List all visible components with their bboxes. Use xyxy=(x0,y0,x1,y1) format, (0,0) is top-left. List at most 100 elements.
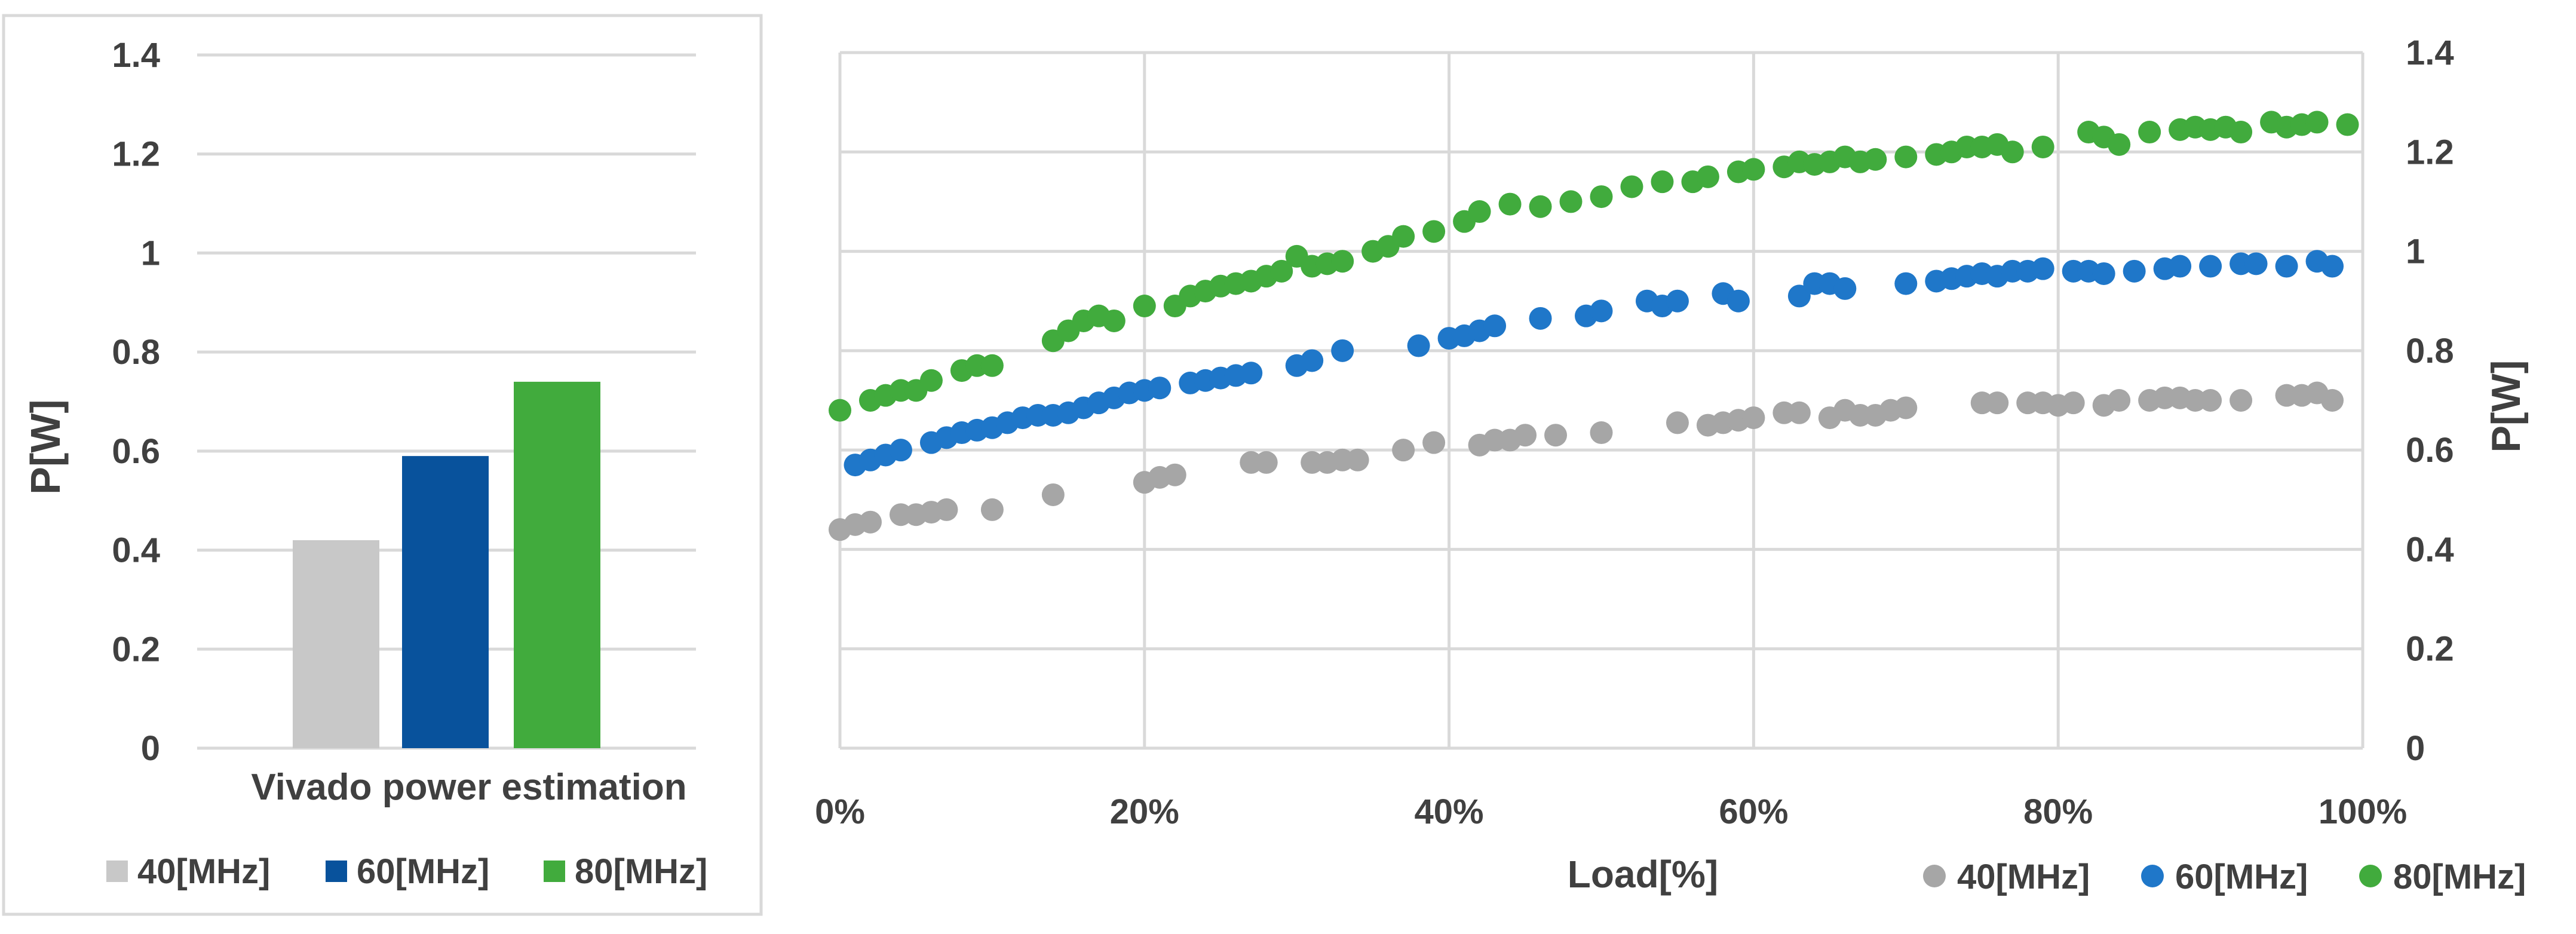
bar-chart-y-tick-label: 1.4 xyxy=(112,36,160,75)
scatter-point-60[MHz] xyxy=(2244,252,2268,275)
scatter-point-80[MHz] xyxy=(2031,135,2054,158)
scatter-point-40[MHz] xyxy=(1590,421,1613,445)
scatter-point-80[MHz] xyxy=(2001,140,2024,164)
scatter-point-60[MHz] xyxy=(1240,362,1263,385)
scatter-point-60[MHz] xyxy=(1148,376,1172,400)
scatter-point-60[MHz] xyxy=(1726,289,1750,313)
scatter-point-60[MHz] xyxy=(2321,255,2344,278)
scatter-point-60[MHz] xyxy=(1483,314,1507,338)
scatter-chart-points xyxy=(829,111,2359,541)
scatter-point-60[MHz] xyxy=(1833,277,1857,300)
bar-chart: 0 0.2 0.4 0.6 0.8 1 1.2 1.4 P[W] Vivado power e… xyxy=(2,14,763,916)
scatter-point-40[MHz] xyxy=(2321,389,2344,412)
scatter-point-40[MHz] xyxy=(980,498,1004,521)
bar-chart-legend: 40[MHz] 60[MHz] 80[MHz] xyxy=(106,852,707,891)
scatter-point-40[MHz] xyxy=(1041,483,1065,506)
scatter-chart-y-tick-labels: 0 0.2 0.4 0.6 0.8 1 1.2 1.4 xyxy=(2406,33,2454,768)
scatter-point-60[MHz] xyxy=(2169,255,2192,278)
scatter-chart-x-axis-title: Load[%] xyxy=(1568,853,1718,896)
scatter-point-40[MHz] xyxy=(1255,451,1278,474)
scatter-point-40[MHz] xyxy=(2199,389,2222,412)
scatter-chart-y-tick-label: 0.2 xyxy=(2406,630,2454,669)
scatter-chart-x-tick-label: 40% xyxy=(1415,792,1484,831)
scatter-point-80[MHz] xyxy=(980,354,1004,377)
scatter-point-40[MHz] xyxy=(858,510,882,534)
scatter-point-40[MHz] xyxy=(1346,448,1369,471)
scatter-point-40[MHz] xyxy=(2230,389,2253,412)
scatter-point-80[MHz] xyxy=(2336,113,2359,136)
scatter-point-60[MHz] xyxy=(2092,262,2115,285)
scatter-chart-gridlines xyxy=(838,51,2365,750)
scatter-point-60[MHz] xyxy=(2123,259,2146,283)
bar-chart-y-tick-label: 1 xyxy=(141,234,160,272)
scatter-point-80[MHz] xyxy=(1102,309,1126,332)
scatter-point-40[MHz] xyxy=(1894,396,1918,419)
scatter-point-80[MHz] xyxy=(2138,121,2161,144)
scatter-legend-label: 60[MHz] xyxy=(2175,858,2308,896)
scatter-chart-x-tick-label: 60% xyxy=(1719,792,1788,831)
bar-chart-y-tick-label: 1.2 xyxy=(112,135,160,174)
scatter-point-80[MHz] xyxy=(1651,170,1674,194)
bar-legend-swatch xyxy=(544,860,565,882)
bar-legend-label: 80[MHz] xyxy=(575,852,707,891)
scatter-point-40[MHz] xyxy=(935,498,958,521)
bar-chart-y-tick-label: 0.2 xyxy=(112,630,160,669)
scatter-point-80[MHz] xyxy=(829,399,851,422)
scatter-point-40[MHz] xyxy=(1544,424,1568,447)
bar-chart-y-tick-labels: 0 0.2 0.4 0.6 0.8 1 1.2 1.4 xyxy=(112,36,160,768)
scatter-chart-y-tick-label: 1.2 xyxy=(2406,133,2454,172)
scatter-chart-y-axis-title: P[W] xyxy=(2483,360,2529,453)
scatter-point-80[MHz] xyxy=(919,369,943,392)
scatter-chart-x-tick-label: 100% xyxy=(2319,792,2407,831)
scatter-chart-y-tick-label: 0.8 xyxy=(2406,332,2454,370)
scatter-chart-y-tick-label: 0 xyxy=(2406,729,2425,768)
scatter-point-40[MHz] xyxy=(2062,391,2085,415)
bar-chart-bars xyxy=(293,381,600,748)
bar-legend-label: 60[MHz] xyxy=(357,852,489,891)
scatter-point-60[MHz] xyxy=(1301,349,1324,372)
scatter-point-80[MHz] xyxy=(1696,165,1719,188)
scatter-chart-x-tick-label: 20% xyxy=(1110,792,1179,831)
bar-chart-category-label: Vivado power estimation xyxy=(251,767,686,808)
bar-chart-y-tick-label: 0.8 xyxy=(112,333,160,372)
scatter-point-80[MHz] xyxy=(2230,121,2253,144)
scatter-chart-x-tick-label: 80% xyxy=(2023,792,2093,831)
scatter-point-60[MHz] xyxy=(1590,299,1613,323)
scatter-point-60[MHz] xyxy=(1894,272,1918,295)
scatter-point-60[MHz] xyxy=(1787,284,1811,308)
scatter-point-80[MHz] xyxy=(1620,175,1643,198)
scatter-point-80[MHz] xyxy=(1894,145,1918,169)
scatter-point-60[MHz] xyxy=(1331,339,1354,362)
scatter-chart: 00.20.40.60.811.21.4 0% 20% 40% 60% 80% 100% … xyxy=(815,33,2529,896)
scatter-legend-marker xyxy=(1923,865,1946,887)
scatter-chart-y-tick-label: 0.4 xyxy=(2406,530,2454,569)
scatter-legend-marker xyxy=(2359,865,2382,887)
scatter-point-60[MHz] xyxy=(889,439,912,462)
scatter-point-60[MHz] xyxy=(1407,334,1430,357)
scatter-chart-x-tick-labels: 0% 20% 40% 60% 80% 100% xyxy=(815,792,2407,831)
scatter-point-60[MHz] xyxy=(1529,307,1552,330)
scatter-point-60[MHz] xyxy=(2275,255,2298,278)
scatter-point-40[MHz] xyxy=(1163,463,1186,486)
scatter-point-80[MHz] xyxy=(2305,111,2329,134)
scatter-point-80[MHz] xyxy=(1590,185,1613,209)
scatter-legend-label: 80[MHz] xyxy=(2393,858,2526,896)
scatter-point-80[MHz] xyxy=(2108,133,2131,156)
scatter-chart-y-tick-label: 0.6 xyxy=(2406,431,2454,470)
scatter-point-80[MHz] xyxy=(1331,250,1354,273)
bar-legend-label: 40[MHz] xyxy=(137,852,270,891)
bar-80[MHz] xyxy=(514,381,600,748)
scatter-point-40[MHz] xyxy=(1666,411,1689,434)
scatter-point-80[MHz] xyxy=(1392,225,1415,248)
scatter-point-80[MHz] xyxy=(1864,148,1887,171)
scatter-point-40[MHz] xyxy=(1742,406,1765,430)
bar-legend-swatch xyxy=(106,860,128,882)
scatter-point-80[MHz] xyxy=(1422,220,1446,243)
scatter-point-60[MHz] xyxy=(1666,289,1689,313)
scatter-legend-marker xyxy=(2141,865,2164,887)
scatter-point-80[MHz] xyxy=(1468,200,1491,223)
bar-chart-y-tick-label: 0 xyxy=(141,729,160,768)
scatter-point-80[MHz] xyxy=(1559,190,1583,213)
scatter-point-80[MHz] xyxy=(1498,192,1522,216)
